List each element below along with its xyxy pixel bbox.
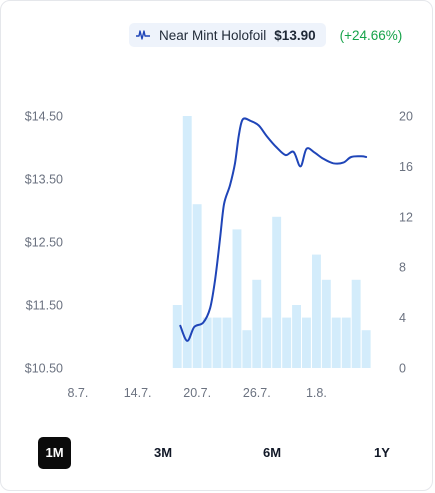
y-right-tick-label: 16 [399,160,413,174]
volume-bar [212,317,222,368]
range-selector: 1M 3M 6M 1Y [1,433,434,473]
volume-bar [282,317,292,368]
y-left-tick-label: $13.50 [25,173,63,187]
volume-bar [172,305,182,368]
range-button-3m[interactable]: 3M [153,445,173,460]
volume-bar [252,279,262,368]
range-button-1y[interactable]: 1Y [374,445,390,460]
y-right-tick-label: 8 [399,261,406,275]
legend-current-price: $13.90 [274,27,316,43]
volume-bar [321,279,331,368]
y-left-tick-label: $12.50 [25,236,63,250]
volume-bar [272,216,282,368]
x-tick-label: 8.7. [67,386,88,400]
x-tick-label: 14.7. [124,386,152,400]
volume-bar [182,116,192,368]
volume-bar [192,204,202,368]
y-right-tick-label: 4 [399,311,406,325]
price-chart[interactable]: $10.50 $11.50 $12.50 $13.50 $14.50 0 4 8 12 16 20 8… [1,1,434,431]
legend-chip[interactable]: Near Mint Holofoil $13.90 [129,23,326,47]
legend-series-name: Near Mint Holofoil [159,27,267,43]
price-line [179,117,368,342]
x-tick-label: 1.8. [306,386,327,400]
volume-bar [262,317,272,368]
volume-bar [292,305,301,368]
volume-bar [202,317,212,368]
volume-bar [312,254,321,368]
legend-price-change: (+24.66%) [339,27,403,43]
volume-bar [222,317,232,368]
y-right-tick-label: 20 [399,110,413,124]
price-chart-icon [136,30,150,40]
y-left-tick-label: $14.50 [25,110,63,124]
y-left-tick-label: $10.50 [25,362,63,376]
y-left-tick-label: $11.50 [26,299,63,313]
volume-bar [232,229,242,368]
range-button-6m[interactable]: 6M [262,445,282,460]
x-tick-label: 20.7. [183,386,211,400]
range-button-1m[interactable]: 1M [38,437,71,469]
volume-bar [302,317,311,368]
volume-bar [361,330,371,368]
volume-bar [242,330,252,368]
y-right-tick-label: 12 [399,210,413,224]
volume-bar [341,317,351,368]
y-right-tick-label: 0 [399,362,406,376]
volume-bar [351,279,361,368]
chart-legend[interactable]: Near Mint Holofoil $13.90 (+24.66%) [129,23,402,47]
volume-bar [331,317,341,368]
x-tick-label: 26.7. [243,386,271,400]
